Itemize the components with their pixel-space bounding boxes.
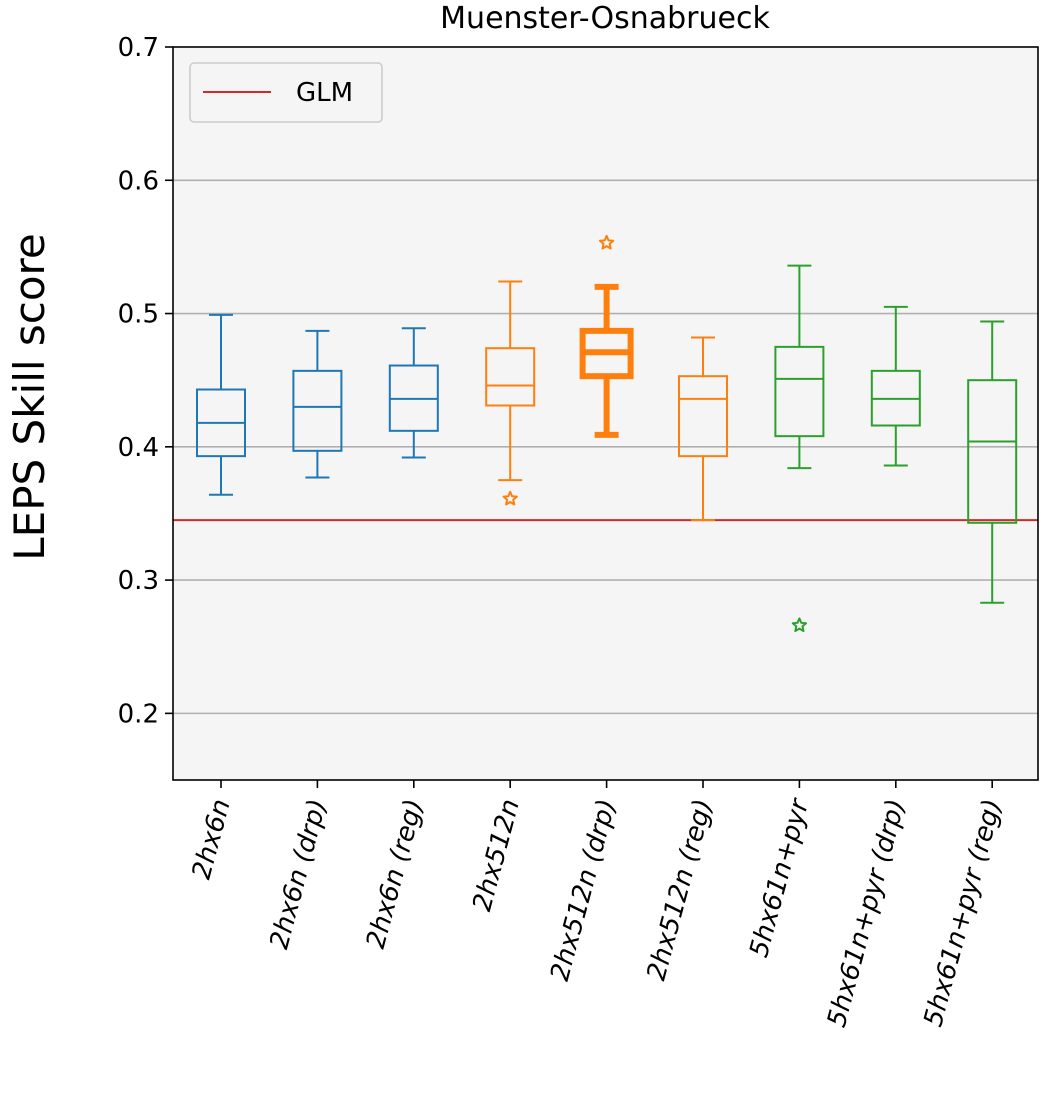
box-2 <box>292 329 343 479</box>
box-iqr <box>678 375 728 458</box>
legend: GLM <box>189 62 383 123</box>
box-5 <box>579 234 634 438</box>
x-tick-label: 5hx61n+pyr <box>744 794 816 961</box>
box-8 <box>870 305 921 467</box>
x-axis-ticks: 2hx6n 2hx6n (drp) 2hx6n (reg) 2hx512n 2hx512… <box>187 780 1008 1030</box>
box-9 <box>967 320 1018 604</box>
flier-star <box>598 234 615 250</box>
box-1 <box>196 313 246 496</box>
y-tick-label: 0.4 <box>118 433 159 463</box>
box-iqr <box>292 369 343 452</box>
x-tick-label: 2hx512n (reg) <box>642 796 719 984</box>
x-tick-label: 2hx6n (drp) <box>264 796 333 952</box>
box-iqr <box>485 347 536 407</box>
box-6 <box>678 336 728 522</box>
legend-box <box>189 62 383 123</box>
flier-star <box>502 490 518 506</box>
y-tick-label: 0.6 <box>118 166 159 196</box>
plot-frame <box>172 46 1039 781</box>
box-3 <box>388 327 439 459</box>
x-tick-label: 5hx61n+pyr (reg) <box>918 796 1008 1030</box>
chart-title: Muenster-Osnabrueck <box>440 1 770 36</box>
x-tick-label: 2hx512n (drp) <box>545 796 622 984</box>
legend-glm-label: GLM <box>296 78 353 108</box>
box-iqr <box>967 379 1018 524</box>
x-tick-label: 5hx61n+pyr (drp) <box>822 796 912 1030</box>
x-tick-label: 2hx6n <box>187 796 237 882</box>
y-tick-label: 0.3 <box>118 566 159 596</box>
boxes-layer <box>196 234 1018 633</box>
box-iqr <box>774 345 825 438</box>
box-4 <box>485 280 536 506</box>
box-7 <box>774 264 825 633</box>
y-axis-label: LEPS Skill score <box>5 233 54 560</box>
y-tick-label: 0.5 <box>118 300 159 330</box>
y-tick-label: 0.7 <box>118 33 159 63</box>
x-tick-label: 2hx6n (reg) <box>361 796 430 952</box>
flier-star <box>791 617 808 633</box>
y-axis-ticks: 0.2 0.3 0.4 0.5 0.6 0.7 <box>118 33 173 729</box>
y-tick-label: 0.2 <box>118 699 159 729</box>
x-tick-label: 2hx512n <box>467 796 526 914</box>
